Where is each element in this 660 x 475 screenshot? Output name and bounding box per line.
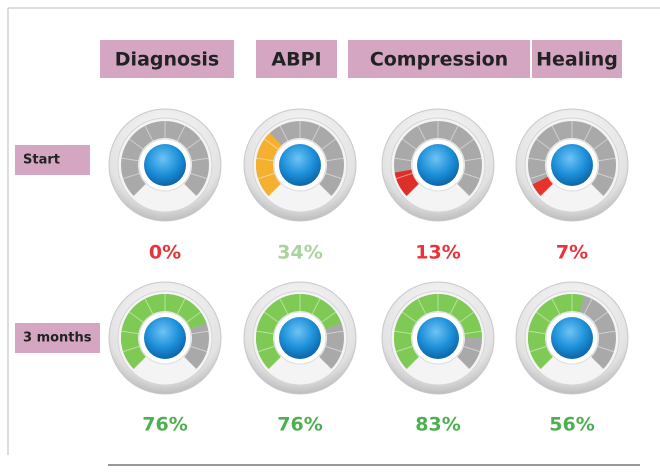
value-label: 34% (277, 242, 322, 264)
value-label: 56% (549, 414, 594, 436)
value-label: 76% (142, 414, 187, 436)
column-header: ABPI (271, 49, 321, 71)
value-label: 83% (415, 414, 460, 436)
column-header: Diagnosis (115, 49, 219, 71)
gauge-hub (551, 144, 593, 186)
row-label: 3 months (23, 331, 92, 346)
value-label: 0% (149, 242, 181, 264)
gauge-hub (279, 317, 321, 359)
column-header: Healing (536, 49, 618, 71)
gauge-hub (551, 317, 593, 359)
value-label: 13% (415, 242, 460, 264)
row-label: Start (23, 153, 60, 168)
gauge-hub (417, 317, 459, 359)
value-label: 76% (277, 414, 322, 436)
gauge-hub (144, 144, 186, 186)
value-label: 7% (556, 242, 588, 264)
infographic: Diagnosis ABPI Compression Healing Start 0% 34… (0, 0, 660, 475)
column-header: Compression (370, 49, 508, 71)
gauge-hub (279, 144, 321, 186)
gauge-hub (144, 317, 186, 359)
gauge-hub (417, 144, 459, 186)
